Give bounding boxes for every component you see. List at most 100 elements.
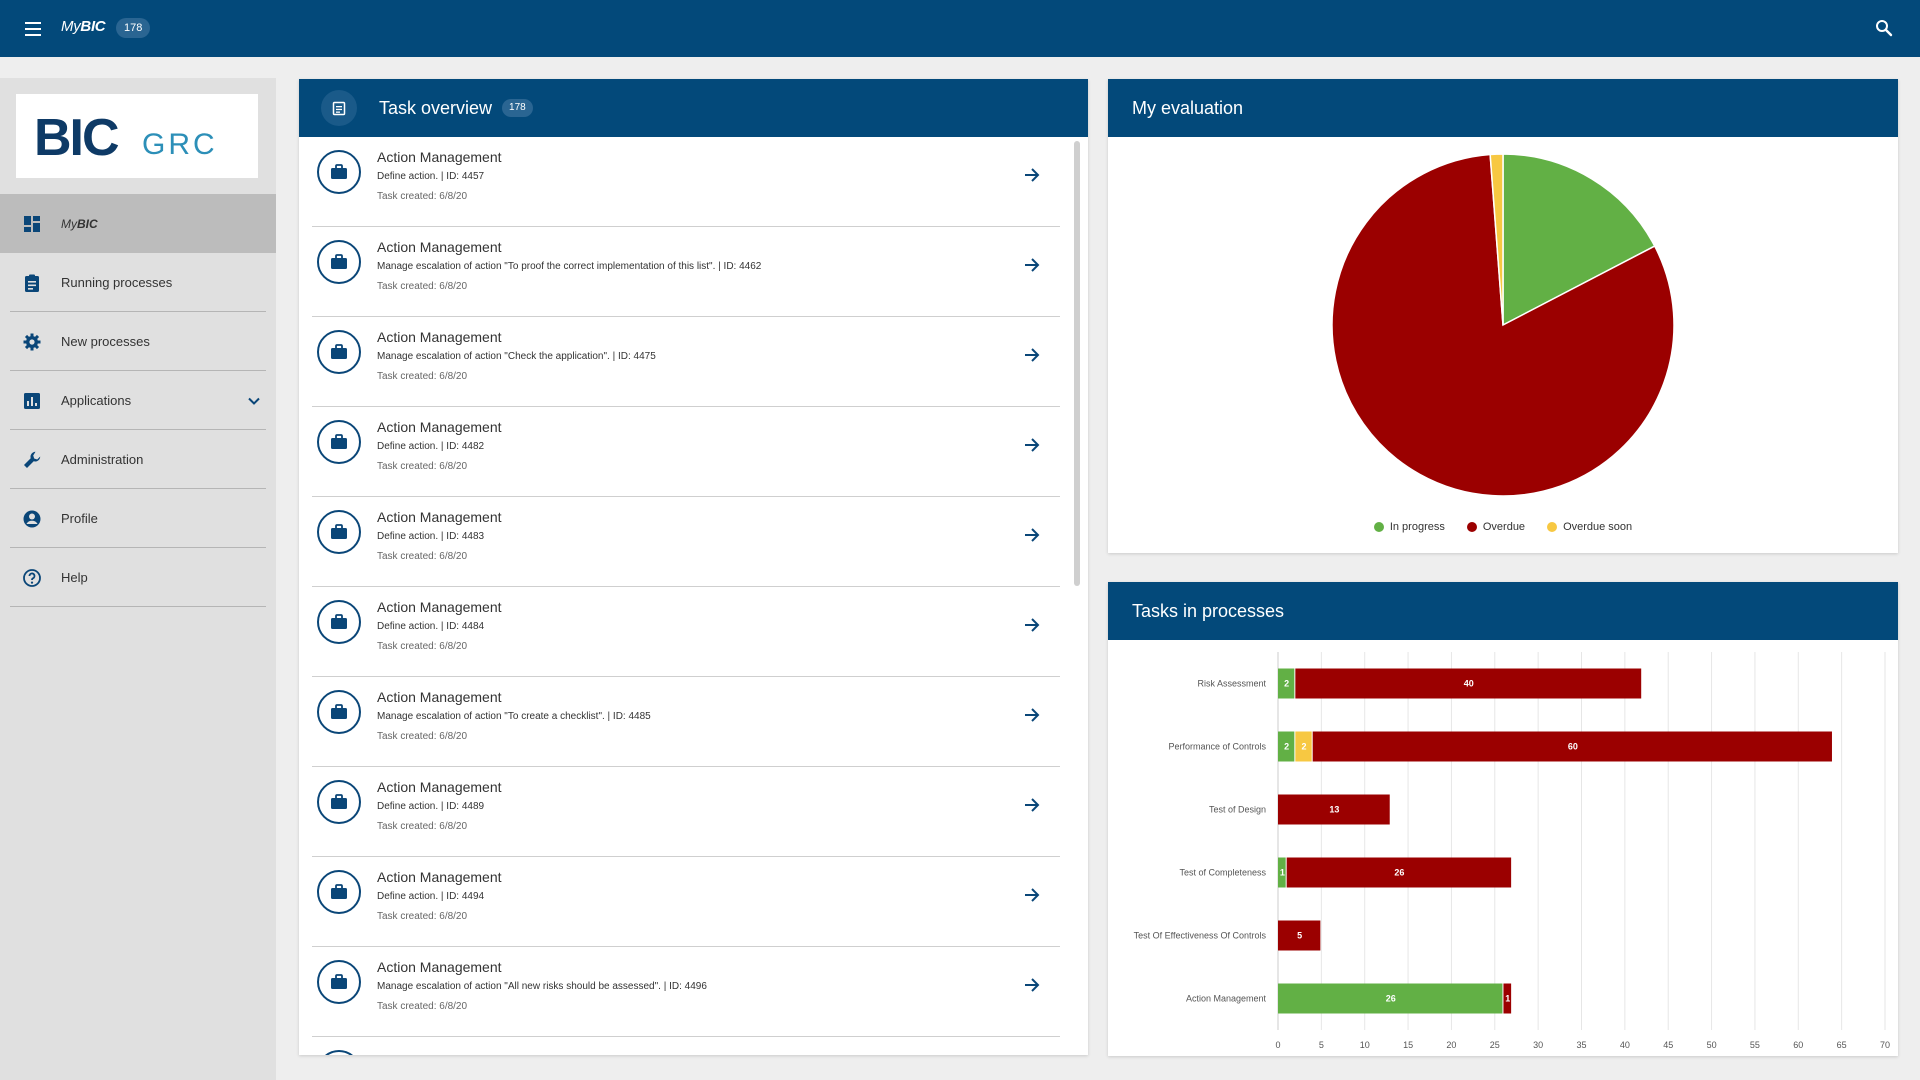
y-category-label: Performance of Controls bbox=[1168, 742, 1266, 752]
briefcase-icon bbox=[317, 510, 361, 554]
bar-segment[interactable] bbox=[1286, 857, 1512, 888]
scrollbar[interactable] bbox=[1074, 141, 1080, 586]
search-icon[interactable] bbox=[1872, 16, 1896, 40]
arrow-right-icon[interactable] bbox=[1022, 255, 1042, 275]
sidebar-item-running-processes[interactable]: Running processes bbox=[0, 253, 276, 312]
bar-data-label: 2 bbox=[1302, 742, 1307, 752]
bar-segment[interactable] bbox=[1278, 857, 1286, 888]
task-description: Manage escalation of action "Check the a… bbox=[377, 351, 656, 362]
bar-segment[interactable] bbox=[1312, 731, 1832, 762]
my-evaluation-title: My evaluation bbox=[1132, 97, 1244, 118]
sidebar-item-help[interactable]: Help bbox=[0, 548, 276, 607]
task-overview-header: Task overview 178 bbox=[299, 79, 1088, 137]
task-list-item[interactable]: Action Management Manage escalation of ac… bbox=[312, 317, 1060, 407]
x-tick-label: 20 bbox=[1446, 1040, 1456, 1050]
bar-data-label: 60 bbox=[1568, 742, 1578, 752]
divider bbox=[10, 547, 266, 548]
task-created-date: Task created: 6/8/20 bbox=[377, 191, 468, 202]
bar-segment[interactable] bbox=[1278, 731, 1295, 762]
bar-segment[interactable] bbox=[1295, 731, 1312, 762]
bar-segment[interactable] bbox=[1295, 668, 1642, 699]
task-list-item[interactable]: Action Management Manage escalation of ac… bbox=[312, 227, 1060, 317]
x-tick-label: 70 bbox=[1880, 1040, 1890, 1050]
sidebar-item-profile[interactable]: Profile bbox=[0, 489, 276, 548]
top-app-bar: MyBIC 178 bbox=[0, 0, 1920, 57]
arrow-right-icon[interactable] bbox=[1022, 525, 1042, 545]
hamburger-menu-icon[interactable] bbox=[22, 18, 46, 40]
sidebar-item-label: New processes bbox=[61, 334, 150, 349]
task-list-item[interactable]: Action Management Define action. | ID: 44… bbox=[312, 857, 1060, 947]
task-list-item[interactable]: Action Management Define action. | ID: 44… bbox=[312, 407, 1060, 497]
clipboard-icon bbox=[321, 90, 357, 126]
app-brand[interactable]: MyBIC bbox=[61, 18, 106, 35]
bar-segment[interactable] bbox=[1278, 983, 1503, 1014]
task-list-item[interactable]: Action Management Manage escalation of ac… bbox=[312, 947, 1060, 1037]
arrow-right-icon[interactable] bbox=[1022, 435, 1042, 455]
sidebar: BIC GRC MyBIC Running processes New proc… bbox=[0, 78, 276, 1080]
task-overview-title: Task overview bbox=[379, 97, 493, 118]
task-title: Action Management bbox=[377, 419, 502, 435]
legend-label: Overdue bbox=[1482, 521, 1526, 533]
bic-grc-logo: BIC GRC bbox=[16, 94, 258, 178]
task-count-badge: 178 bbox=[116, 18, 151, 38]
task-count-badge: 178 bbox=[502, 99, 533, 117]
arrow-right-icon[interactable] bbox=[1022, 795, 1042, 815]
brand-prefix: My bbox=[61, 18, 81, 35]
task-description: Define action. | ID: 4482 bbox=[377, 441, 485, 452]
briefcase-icon bbox=[317, 960, 361, 1004]
arrow-right-icon[interactable] bbox=[1022, 705, 1042, 725]
clipboard-icon bbox=[25, 274, 39, 292]
sidebar-item-applications[interactable]: Applications bbox=[0, 371, 276, 430]
arrow-right-icon[interactable] bbox=[1022, 615, 1042, 635]
sidebar-item-administration[interactable]: Administration bbox=[0, 430, 276, 489]
bar-segment[interactable] bbox=[1278, 668, 1295, 699]
my-evaluation-header: My evaluation bbox=[1108, 79, 1898, 137]
pie-slice-overdue[interactable] bbox=[1331, 153, 1675, 497]
x-tick-label: 35 bbox=[1576, 1040, 1586, 1050]
sidebar-item-new-processes[interactable]: New processes bbox=[0, 312, 276, 371]
briefcase-icon bbox=[317, 240, 361, 284]
task-list-item[interactable]: Action Management Manage escalation of ac… bbox=[312, 677, 1060, 767]
arrow-right-icon[interactable] bbox=[1022, 165, 1042, 185]
divider bbox=[10, 311, 266, 312]
bar-data-label: 5 bbox=[1297, 931, 1302, 941]
dashboard-icon bbox=[24, 215, 40, 232]
task-created-date: Task created: 6/8/20 bbox=[377, 371, 468, 382]
x-tick-label: 65 bbox=[1837, 1040, 1847, 1050]
briefcase-icon bbox=[317, 690, 361, 734]
pie-slice-in-progress[interactable] bbox=[1502, 153, 1656, 327]
x-tick-label: 55 bbox=[1750, 1040, 1760, 1050]
y-category-label: Test Of Effectiveness Of Controls bbox=[1134, 931, 1267, 941]
pie-slice-overdue-soon[interactable] bbox=[1489, 153, 1504, 326]
divider bbox=[10, 429, 266, 430]
task-list[interactable]: Action Management Define action. | ID: 44… bbox=[299, 137, 1088, 1055]
arrow-right-icon[interactable] bbox=[1022, 885, 1042, 905]
legend-item-overdue-soon[interactable]: Overdue soon bbox=[1547, 521, 1632, 533]
task-list-item[interactable]: Action Management Define action. | ID: 44… bbox=[312, 587, 1060, 677]
task-list-item[interactable]: Action Management Define action. | ID: 44… bbox=[312, 497, 1060, 587]
task-list-item[interactable]: Action Management Define action. | ID: 44… bbox=[312, 767, 1060, 857]
bar-segment[interactable] bbox=[1503, 983, 1512, 1014]
bar-segment[interactable] bbox=[1278, 920, 1321, 951]
wrench-icon bbox=[24, 451, 41, 468]
task-title: Action Management bbox=[377, 779, 502, 795]
x-tick-label: 45 bbox=[1663, 1040, 1673, 1050]
task-list-item[interactable]: Action Management Define action. | ID: 44… bbox=[312, 137, 1060, 227]
sidebar-item-label: Help bbox=[61, 570, 88, 585]
chevron-down-icon[interactable] bbox=[246, 393, 262, 409]
task-description: Define action. | ID: 4483 bbox=[377, 531, 485, 542]
task-created-date: Task created: 6/8/20 bbox=[377, 1001, 468, 1012]
sidebar-item-label: Running processes bbox=[61, 275, 173, 290]
task-overview-card: Task overview 178 Action Management Defin… bbox=[299, 79, 1088, 1055]
bar-segment[interactable] bbox=[1278, 794, 1390, 825]
arrow-right-icon[interactable] bbox=[1022, 975, 1042, 995]
task-list-item[interactable] bbox=[312, 1037, 1060, 1055]
x-tick-label: 15 bbox=[1403, 1040, 1413, 1050]
legend-item-overdue[interactable]: Overdue bbox=[1466, 521, 1526, 533]
sidebar-item-mybic[interactable]: MyBIC bbox=[0, 194, 276, 253]
arrow-right-icon[interactable] bbox=[1022, 345, 1042, 365]
my-evaluation-card: My evaluation In progress Overdue Overdu… bbox=[1108, 79, 1898, 553]
task-description: Manage escalation of action "To create a… bbox=[377, 711, 651, 722]
briefcase-icon bbox=[317, 870, 361, 914]
legend-item-in-progress[interactable]: In progress bbox=[1373, 521, 1445, 533]
